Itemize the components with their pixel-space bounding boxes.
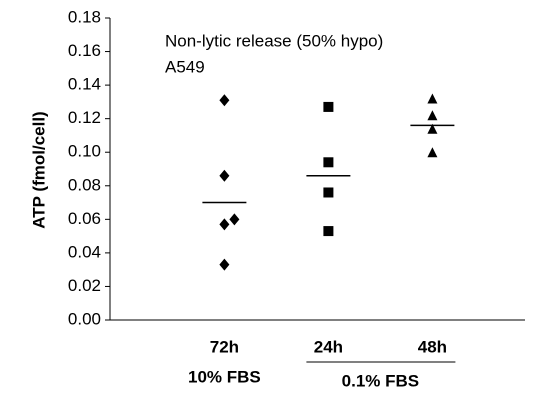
y-tick-label: 0.14 — [68, 75, 101, 94]
point — [427, 93, 438, 104]
x-tick-label: 24h — [314, 337, 343, 356]
point — [219, 94, 230, 107]
group-label: 10% FBS — [188, 367, 261, 386]
point — [323, 226, 334, 237]
point — [323, 187, 334, 198]
annotation: A549 — [165, 57, 205, 76]
y-tick-label: 0.18 — [68, 7, 101, 26]
y-tick-label: 0.06 — [68, 209, 101, 228]
annotation: Non-lytic release (50% hypo) — [165, 31, 383, 50]
y-tick-label: 0.08 — [68, 175, 101, 194]
y-tick-label: 0.04 — [68, 242, 101, 261]
group-label: 0.1% FBS — [342, 371, 419, 390]
point — [219, 169, 230, 182]
y-tick-label: 0.02 — [68, 276, 101, 295]
point — [323, 157, 334, 168]
point — [219, 258, 230, 271]
point — [427, 110, 438, 121]
y-tick-label: 0.12 — [68, 108, 101, 127]
y-tick-label: 0.10 — [68, 142, 101, 161]
point — [323, 101, 334, 112]
y-tick-label: 0.00 — [68, 309, 101, 328]
y-tick-label: 0.16 — [68, 41, 101, 60]
point — [427, 147, 438, 158]
point — [229, 213, 240, 226]
point — [427, 123, 438, 134]
x-tick-label: 72h — [210, 337, 239, 356]
point — [219, 218, 230, 231]
y-axis-label: ATP (fmol/cell) — [29, 111, 48, 228]
x-tick-label: 48h — [418, 337, 447, 356]
